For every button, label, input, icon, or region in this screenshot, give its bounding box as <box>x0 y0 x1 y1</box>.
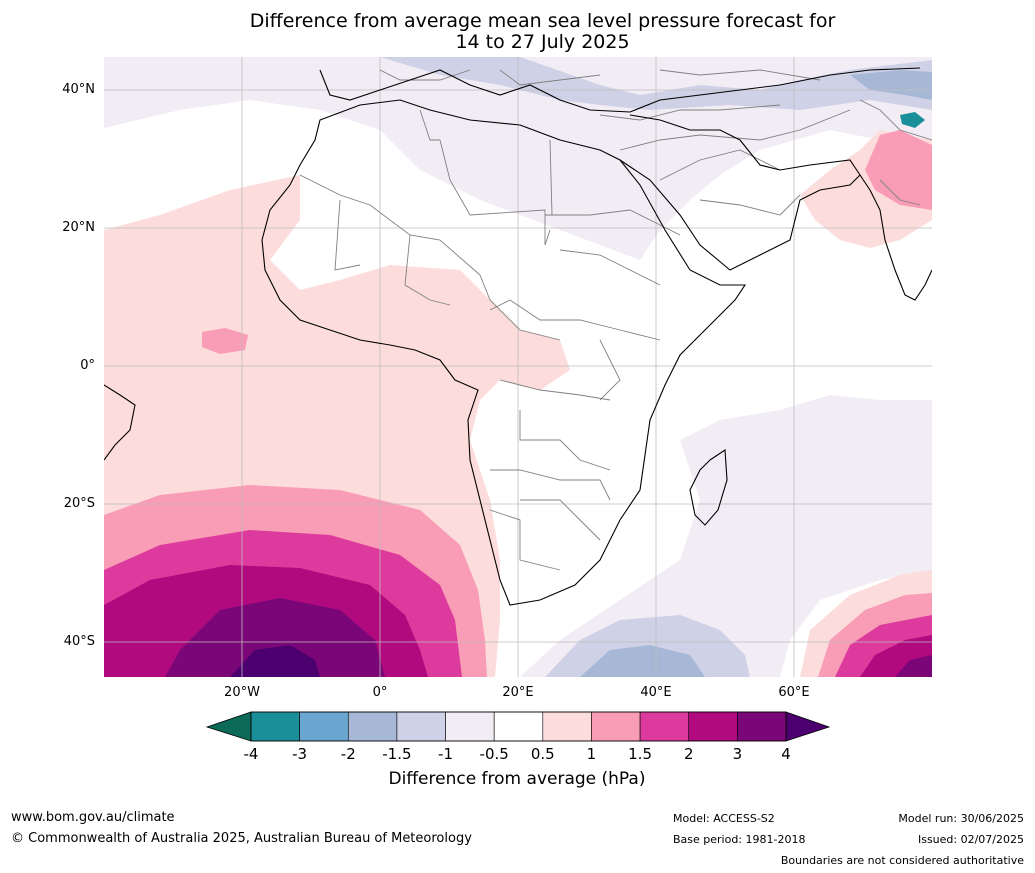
lon-label-60e: 60°E <box>778 685 810 700</box>
india-coastline <box>859 174 932 301</box>
colorbar-tick-label: 1.5 <box>628 745 652 763</box>
coastlines <box>104 67 932 606</box>
lon-label-20e: 20°E <box>502 685 534 700</box>
colorbar-bin <box>737 711 787 742</box>
lat-label-0: 0° <box>80 358 95 373</box>
colorbar-bin <box>688 711 738 742</box>
footer-model: Model: ACCESS-S2 <box>673 812 775 825</box>
colorbar-tick-label: -2 <box>340 745 356 763</box>
colorbar-tick-label: -3 <box>292 745 308 763</box>
country-borders <box>299 69 932 571</box>
colorbar <box>205 711 831 742</box>
anomaly-pink-india <box>865 130 932 210</box>
footer-copyright: © Commonwealth of Australia 2025, Austra… <box>11 831 472 846</box>
anomaly-purple-se <box>895 655 932 677</box>
colorbar-under-triangle <box>205 711 252 742</box>
colorbar-tick-label: 0.5 <box>530 745 555 763</box>
colorbar-tick-label: -0.5 <box>479 745 509 763</box>
colorbar-title: Difference from average (hPa) <box>388 769 646 789</box>
lon-label-20w: 20°W <box>224 685 260 700</box>
anomaly-blue-south <box>580 645 705 677</box>
anomaly-blue-caspian <box>850 70 932 100</box>
anomaly-purple-south-atlantic <box>165 598 385 677</box>
colorbar-tick-label: 3 <box>732 745 743 763</box>
colorbar-tick-label: -1 <box>438 745 454 763</box>
colorbar-tick-label: -4 <box>243 745 259 763</box>
africa-coastline <box>261 99 747 606</box>
colorbar-bin <box>396 711 446 742</box>
colorbar-over-triangle <box>785 711 831 742</box>
title-line-2: 14 to 27 July 2025 <box>455 31 630 53</box>
title-line-1: Difference from average mean sea level p… <box>249 10 836 32</box>
colorbar-bin <box>445 711 495 742</box>
map-area <box>104 57 932 677</box>
lat-label-40n: 40°N <box>62 82 95 97</box>
south-america-coastline <box>104 384 136 461</box>
anomaly-deep-purple-south-atlantic <box>230 645 320 677</box>
europe-coastline <box>319 67 921 113</box>
graticule <box>104 57 932 677</box>
colorbar-bin <box>347 711 398 742</box>
colorbar-frame <box>250 711 787 742</box>
anomaly-teal-spot <box>900 112 925 128</box>
madagascar-coastline <box>689 449 728 526</box>
map-title: Difference from average mean sea level p… <box>0 11 1035 53</box>
colorbar-bin <box>299 711 349 742</box>
colorbar-bin <box>250 711 300 742</box>
arabia-coastline <box>619 114 861 271</box>
colorbar-bin <box>591 711 641 742</box>
colorbar-tick-label: 1 <box>586 745 597 763</box>
footer-website: www.bom.gov.au/climate <box>11 810 175 825</box>
anomaly-pink-spot-atlantic <box>202 328 248 354</box>
footer-issued: Issued: 02/07/2025 <box>917 833 1024 846</box>
colorbar-bin <box>639 711 690 742</box>
lat-label-40s: 40°S <box>63 634 95 649</box>
footer-base-period: Base period: 1981-2018 <box>673 833 806 846</box>
lat-label-20n: 20°N <box>62 220 95 235</box>
footer-model-run: Model run: 30/06/2025 <box>898 812 1024 825</box>
colorbar-tick-label: -1.5 <box>382 745 412 763</box>
lat-label-20s: 20°S <box>63 496 95 511</box>
lon-label-40e: 40°E <box>640 685 672 700</box>
colorbar-tick-label: 2 <box>683 745 694 763</box>
colorbar-bin <box>542 711 592 742</box>
colorbar-tick-label: 4 <box>781 745 791 763</box>
colorbar-bin <box>493 711 544 742</box>
lon-label-0: 0° <box>372 685 388 700</box>
footer-disclaimer: Boundaries are not considered authoritat… <box>780 854 1024 867</box>
anomaly-light-purple-indian-ocean <box>520 395 932 677</box>
